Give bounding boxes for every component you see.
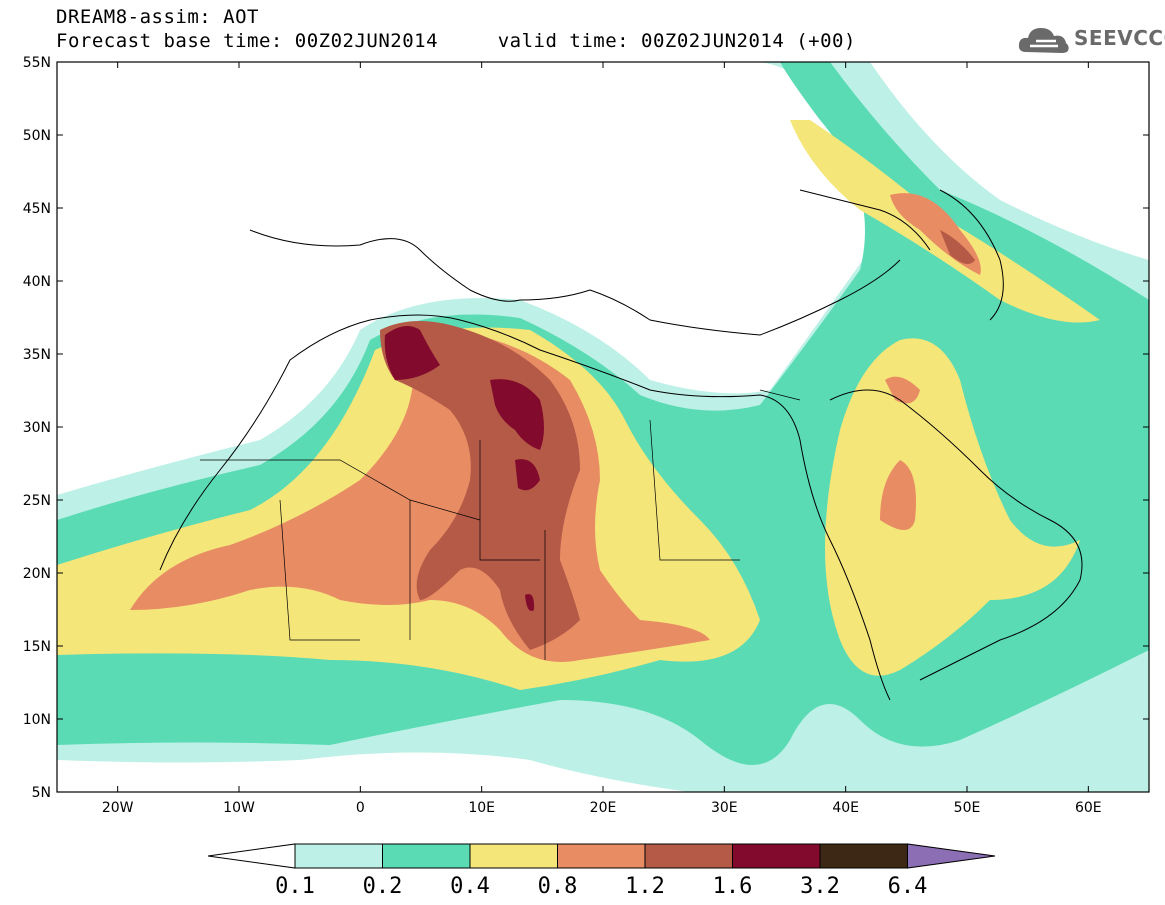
lon-label: 20E — [590, 800, 617, 816]
colorbar-segment — [819, 843, 908, 869]
lat-label: 50N — [23, 128, 51, 144]
axis-ticks — [57, 61, 1149, 793]
colorbar — [207, 843, 996, 869]
lat-label: 20N — [23, 566, 51, 582]
cloud-icon — [1018, 28, 1069, 53]
lat-label: 40N — [23, 274, 51, 290]
lon-label: 10W — [223, 800, 255, 816]
lon-label: 10E — [468, 800, 495, 816]
colorbar-label: 0.1 — [275, 874, 315, 899]
aot-band-1.6 — [384, 326, 544, 611]
forecast-time-line: Forecast base time: 00Z02JUN2014 valid t… — [56, 30, 856, 52]
lat-label: 45N — [23, 201, 51, 217]
aot-contours — [57, 62, 1149, 792]
colorbar-under-arrow — [207, 843, 296, 869]
colorbar-label: 1.2 — [625, 874, 665, 899]
lat-label: 15N — [23, 639, 51, 655]
colorbar-segment — [382, 843, 471, 869]
colorbar-label: 6.4 — [888, 874, 928, 899]
aot-band-1.2 — [380, 230, 975, 650]
colorbar-segment — [732, 843, 821, 869]
lon-label: 50E — [954, 800, 981, 816]
lat-label: 25N — [23, 493, 51, 509]
country-borders — [200, 389, 801, 660]
north-africa-coast — [159, 314, 891, 701]
map-title: DREAM8-assim: AOT — [56, 6, 259, 28]
black-caspian-coast — [799, 189, 1004, 321]
seevccc-logo: SEEVCCC — [1016, 22, 1165, 58]
arabia-coast — [829, 389, 1083, 681]
logo-label: SEEVCCC — [1074, 26, 1165, 50]
longitude-labels: 20W 10W 0 10E 20E 30E 40E 50E 60E — [102, 800, 1102, 816]
colorbar-label: 0.2 — [363, 874, 403, 899]
colorbar-over-arrow — [907, 843, 996, 869]
colorbar-segment — [294, 843, 383, 869]
lon-label: 20W — [102, 800, 134, 816]
colorbar-segment — [557, 843, 646, 869]
lon-label: 60E — [1075, 800, 1102, 816]
colorbar-label: 1.6 — [713, 874, 753, 899]
colorbar-segment — [644, 843, 733, 869]
lon-label: 40E — [832, 800, 859, 816]
colorbar-label: 0.8 — [538, 874, 578, 899]
colorbar-label: 0.4 — [450, 874, 490, 899]
colorbar-segment — [469, 843, 558, 869]
lat-label: 30N — [23, 420, 51, 436]
lon-label: 0 — [356, 800, 365, 816]
europe-coast — [249, 229, 901, 336]
lat-label: 55N — [23, 55, 51, 71]
coastlines — [159, 189, 1083, 701]
lon-label: 30E — [711, 800, 738, 816]
lat-label: 5N — [32, 785, 51, 801]
colorbar-label: 3.2 — [800, 874, 840, 899]
lat-label: 10N — [23, 712, 51, 728]
latitude-labels: 55N 50N 45N 40N 35N 30N 25N 20N 15N 10N 5N — [23, 55, 51, 801]
lat-label: 35N — [23, 347, 51, 363]
colorbar-labels: 0.1 0.2 0.4 0.8 1.2 1.6 3.2 6.4 — [275, 874, 927, 899]
